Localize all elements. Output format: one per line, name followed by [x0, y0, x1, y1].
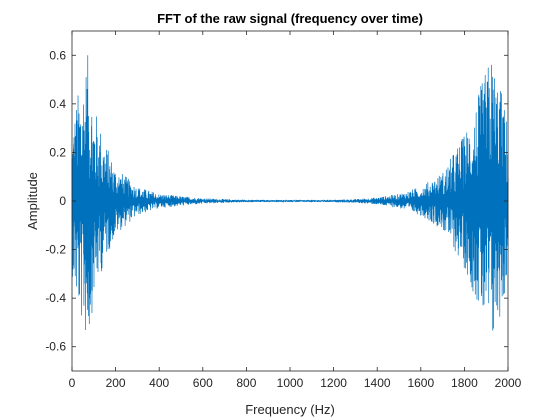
x-axis-label: Frequency (Hz): [245, 402, 335, 417]
y-tick-label: -0.4: [45, 291, 66, 305]
y-tick-label: -0.2: [45, 243, 66, 257]
y-tick-label: 0.4: [49, 97, 66, 111]
x-tick-label: 1600: [407, 376, 434, 390]
x-tick-label: 1000: [277, 376, 304, 390]
x-tick-label: 800: [236, 376, 256, 390]
x-tick-label: 2000: [495, 376, 522, 390]
x-tick-label: 1800: [451, 376, 478, 390]
y-tick-label: 0.2: [49, 145, 66, 159]
chart-title: FFT of the raw signal (frequency over ti…: [157, 11, 423, 26]
y-tick-label: 0.6: [49, 48, 66, 62]
x-tick-label: 600: [193, 376, 213, 390]
x-tick-label: 1400: [364, 376, 391, 390]
y-axis-label: Amplitude: [25, 172, 40, 230]
x-tick-label: 200: [106, 376, 126, 390]
x-tick-label: 0: [69, 376, 76, 390]
x-tick-label: 400: [149, 376, 169, 390]
y-tick-label: -0.6: [45, 340, 66, 354]
y-tick-label: 0: [59, 194, 66, 208]
x-tick-label: 1200: [320, 376, 347, 390]
